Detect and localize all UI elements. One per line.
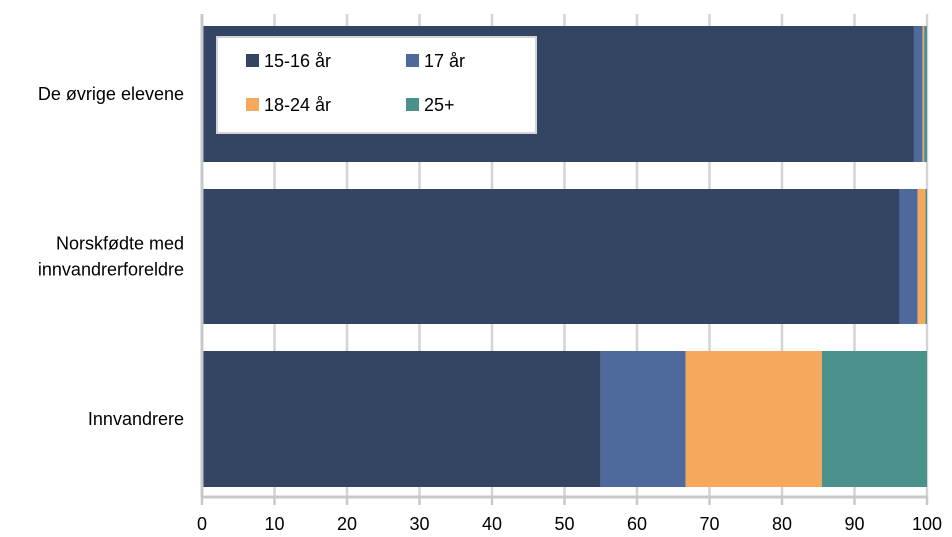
- x-tick-label: 60: [627, 514, 647, 534]
- bar-segment: 17 år: 1.2: [913, 26, 923, 162]
- x-tick-label: 80: [772, 514, 792, 534]
- x-tick-label: 100: [912, 514, 942, 534]
- legend-swatch: [406, 98, 419, 111]
- bar-segment: 17 år: 2.5: [899, 189, 918, 324]
- legend-label: 25+: [424, 95, 455, 115]
- bar-segment: 15-16 år: 96.2: [202, 189, 900, 324]
- bar-segment: 15-16 år: 55: [202, 351, 601, 487]
- axis-layer: [200, 14, 929, 505]
- legend-box: [216, 36, 537, 134]
- x-tick-label: 50: [554, 514, 574, 534]
- x-tick-labels: 0 10 20 30 40 50 60 70 80 90 100: [197, 514, 942, 534]
- x-tick-label: 30: [409, 514, 429, 534]
- x-tick-label: 20: [337, 514, 357, 534]
- bar-segment: 18-24 år: 1.1: [917, 189, 926, 324]
- category-label: Norskfødte med innvandrerforeldre: [38, 234, 184, 280]
- bar-segment: 18-24 år: 0.2: [922, 26, 925, 162]
- legend: 15-16 år 17 år 18-24 år 25+: [216, 36, 537, 134]
- x-tick-label: 0: [197, 514, 207, 534]
- bar-segment: 18-24 år: 18.8: [685, 351, 822, 487]
- x-tick-label: 70: [699, 514, 719, 534]
- x-tick-label: 40: [482, 514, 502, 534]
- legend-label: 15-16 år: [264, 51, 331, 71]
- x-tick-label: 10: [264, 514, 284, 534]
- bar-segment: 25+: 0.4: [924, 26, 927, 162]
- legend-swatch: [246, 54, 259, 67]
- x-tick-label: 90: [844, 514, 864, 534]
- category-label: De øvrige elevene: [38, 84, 184, 104]
- category-labels: De øvrige elevene Norskfødte med innvandre…: [38, 84, 184, 429]
- legend-swatch: [406, 54, 419, 67]
- bar-segment: 25+: 0.2: [925, 189, 927, 324]
- legend-label: 17 år: [424, 51, 465, 71]
- bar-segment: 25+: 14.5: [821, 351, 927, 487]
- legend-swatch: [246, 98, 259, 111]
- category-label: Innvandrere: [88, 409, 184, 429]
- legend-label: 18-24 år: [264, 95, 331, 115]
- bar-segment: 17 år: 11.7: [600, 351, 686, 487]
